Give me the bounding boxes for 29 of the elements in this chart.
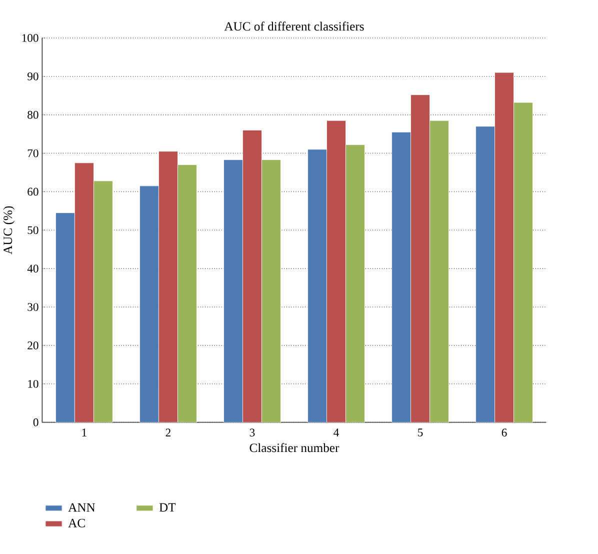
- y-tick-label: 30: [28, 303, 38, 312]
- bar: [494, 72, 514, 422]
- bar: [326, 120, 346, 422]
- bar: [74, 162, 94, 422]
- y-tick-label: 20: [28, 342, 38, 350]
- bar: [410, 94, 430, 422]
- y-tick-label: 70: [28, 149, 38, 158]
- y-tick-label: 80: [28, 111, 38, 119]
- y-axis-title: AUC (%): [3, 206, 15, 254]
- y-tick-label: 50: [28, 226, 38, 234]
- x-tick-label: 2: [166, 428, 170, 437]
- y-tick-label: 60: [28, 188, 38, 196]
- legend-label: ANN: [68, 503, 96, 512]
- x-tick-label: 3: [250, 428, 255, 437]
- y-tick-label: 10: [28, 380, 38, 388]
- x-tick-label: 4: [334, 428, 339, 436]
- bar: [158, 151, 178, 422]
- legend-label: DT: [159, 503, 176, 512]
- y-tick-label: 100: [22, 34, 38, 42]
- y-tick-label: 90: [28, 72, 38, 80]
- x-tick-label: 1: [82, 428, 86, 436]
- y-tick-label: 40: [27, 264, 38, 273]
- x-tick-label: 5: [418, 428, 423, 437]
- x-tick-label: 6: [502, 428, 507, 437]
- bar: [242, 130, 262, 422]
- chart-title: AUC of different classifiers: [224, 22, 364, 31]
- y-tick-label: 0: [33, 418, 38, 426]
- x-axis-title: Classifier number: [250, 443, 340, 452]
- legend-label: AC: [68, 519, 85, 528]
